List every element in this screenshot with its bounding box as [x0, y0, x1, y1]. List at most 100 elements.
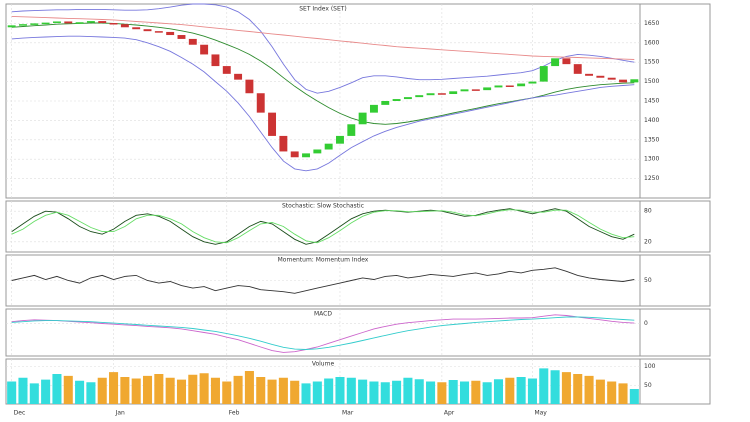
volume-bar — [573, 374, 583, 404]
candle-body — [166, 31, 175, 36]
candle-body — [324, 143, 333, 150]
candle-body — [279, 135, 288, 152]
candle-body — [505, 85, 514, 87]
x-tick-label: Dec — [14, 410, 26, 417]
candle-body — [154, 31, 163, 33]
x-tick-label: Feb — [229, 410, 240, 417]
panel-frame — [5, 308, 711, 357]
candle-body — [483, 87, 492, 91]
volume-bar — [505, 377, 515, 404]
volume-bar — [7, 381, 17, 404]
candle-body — [211, 54, 220, 67]
panel-title: MACD — [314, 311, 332, 318]
x-tick-label: Jan — [115, 410, 125, 417]
volume-bar — [403, 377, 413, 404]
volume-bar — [210, 377, 220, 404]
volume-bar — [392, 380, 402, 404]
candle-body — [7, 25, 16, 28]
volume-bar — [290, 380, 300, 404]
volume-bar — [199, 373, 209, 404]
candle-body — [381, 101, 390, 105]
volume-bar — [516, 377, 526, 404]
candle-body — [75, 22, 84, 24]
candle-body — [369, 104, 378, 113]
volume-bar — [233, 375, 243, 404]
volume-bar — [267, 379, 277, 404]
volume-bar — [109, 372, 119, 404]
candle-body — [630, 79, 639, 83]
y-tick-label: 1350 — [644, 136, 659, 143]
volume-bar — [459, 381, 470, 404]
candle-body — [256, 93, 265, 113]
candle-body — [200, 44, 209, 55]
volume-bar — [188, 374, 198, 404]
volume-bar — [176, 379, 187, 404]
candle-body — [347, 124, 356, 136]
volume-bar — [165, 377, 175, 404]
volume-bar — [426, 381, 436, 404]
candle-body — [268, 112, 277, 136]
candle-body — [41, 22, 50, 25]
y-tick-label: 1550 — [644, 59, 659, 66]
volume-bar — [493, 379, 504, 404]
candle-body — [471, 89, 480, 91]
volume-bar — [414, 379, 424, 404]
y-tick-label: 1450 — [644, 98, 659, 105]
volume-bar — [358, 379, 368, 404]
volume-bar — [301, 383, 311, 404]
y-tick-label: 1600 — [644, 39, 659, 46]
candle-body — [573, 64, 582, 74]
candle-body — [551, 58, 560, 67]
candle-body — [494, 85, 503, 88]
candle-body — [607, 77, 616, 80]
series-line — [11, 267, 635, 294]
volume-bar — [75, 380, 85, 404]
candle-body — [120, 24, 129, 28]
volume-bar — [618, 383, 628, 404]
series-line — [11, 35, 635, 172]
candle-body — [222, 66, 231, 74]
volume-bar — [369, 381, 379, 404]
volume-bar — [52, 374, 62, 404]
series-line — [11, 314, 635, 353]
candle-body — [596, 75, 605, 78]
candle-body — [517, 83, 526, 87]
volume-bar — [120, 377, 130, 404]
volume-bar — [86, 382, 96, 404]
candle-body — [426, 93, 435, 96]
series-line — [11, 209, 635, 244]
volume-bar — [595, 379, 605, 404]
series-line — [11, 15, 635, 60]
volume-bar — [561, 372, 571, 404]
volume-bar — [324, 378, 334, 404]
panel-title: Momentum: Momentum Index — [278, 257, 369, 264]
candle-body — [177, 35, 186, 39]
volume-bar — [448, 380, 458, 404]
volume-bar — [278, 377, 288, 404]
candle-body — [245, 79, 254, 94]
candle-body — [234, 73, 243, 80]
volume-bar — [584, 375, 594, 404]
y-tick-label: 50 — [644, 382, 652, 389]
candle-body — [30, 23, 39, 25]
y-tick-label: 20 — [644, 238, 652, 245]
series-line — [11, 208, 635, 245]
volume-bar — [142, 375, 153, 404]
y-tick-label: 80 — [644, 208, 652, 215]
series-line — [11, 3, 635, 94]
series-line — [11, 316, 635, 350]
candle-body — [460, 89, 469, 92]
candle-body — [449, 91, 458, 95]
candle-body — [585, 73, 594, 76]
volume-bar — [244, 371, 254, 404]
y-tick-label: 100 — [644, 363, 656, 370]
panel-title: SET Index (SET) — [299, 6, 347, 13]
volume-bar — [29, 383, 39, 404]
volume-bar — [18, 377, 28, 404]
volume-bar — [437, 382, 447, 404]
x-tick-label: Mar — [342, 410, 354, 417]
candle-body — [98, 21, 107, 24]
volume-bar — [539, 368, 549, 404]
volume-bar — [97, 377, 107, 404]
